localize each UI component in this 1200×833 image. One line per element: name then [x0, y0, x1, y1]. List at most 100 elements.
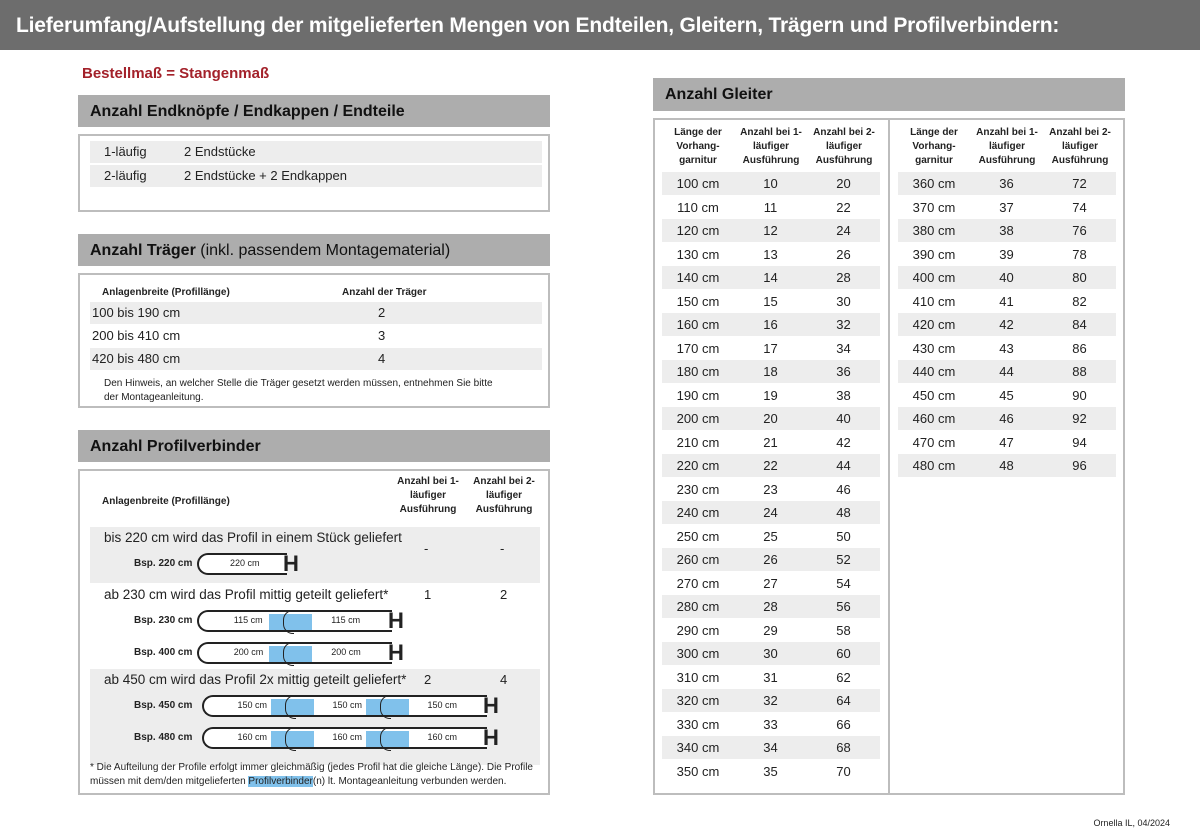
table-cell: 18: [763, 364, 778, 379]
table-row: 420 cm 42 84: [898, 313, 1116, 336]
table-cell: 30: [763, 646, 778, 661]
table-cell: 56: [836, 599, 851, 614]
table-cell: 310 cm: [676, 669, 720, 685]
table-row: 150 cm 15 30: [662, 290, 880, 313]
table-cell: 28: [763, 599, 778, 614]
segment-length: 160 cm: [427, 732, 458, 742]
col-header: Anlagenbreite (Profillänge): [102, 496, 230, 507]
table-cell: 220 cm: [676, 458, 720, 473]
profile-bar: 115 cm 115 cm H: [197, 608, 404, 634]
table-cell: 430 cm: [912, 340, 956, 356]
profilverbinder-box: Anlagenbreite (Profillänge) Anzahl bei 1…: [78, 469, 550, 795]
table-cell: 44: [836, 458, 851, 473]
table-cell: 25: [763, 528, 778, 544]
table-cell: 150 cm: [676, 293, 720, 309]
table-cell: 20: [836, 176, 851, 191]
table-cell: 40: [999, 270, 1014, 285]
col-header: Anlagenbreite (Profillänge): [102, 287, 230, 298]
table-row: 410 cm 41 82: [898, 290, 1116, 313]
table-cell: 450 cm: [912, 387, 956, 403]
row-value: 2 Endstücke + 2 Endkappen: [184, 168, 347, 183]
table-cell: 28: [836, 270, 851, 285]
table-cell: 94: [1072, 434, 1087, 450]
connector-icon: [271, 727, 314, 751]
page-title: Lieferumfang/Aufstellung der mitgeliefer…: [0, 0, 1200, 50]
table-cell: 45: [999, 387, 1014, 403]
table-cell: 26: [763, 552, 778, 567]
table-row: 120 cm 12 24: [662, 219, 880, 242]
segment-length: 150 cm: [237, 700, 268, 710]
order-note: Bestellmaß = Stangenmaß: [82, 65, 270, 82]
endteile-row: 1-läufig 2 Endstücke: [90, 141, 542, 163]
table-row: 480 cm 48 96: [898, 454, 1116, 477]
table-row: 460 cm 46 92: [898, 407, 1116, 430]
table-cell: 260 cm: [676, 552, 720, 567]
count-1-laeufig: -: [424, 541, 429, 556]
table-cell: 48: [999, 458, 1014, 473]
traeger-row: 420 bis 480 cm 4: [90, 348, 542, 370]
table-cell: 170 cm: [676, 340, 720, 356]
traeger-row: 200 bis 410 cm 3: [90, 325, 542, 347]
table-cell: 24: [836, 223, 851, 238]
table-cell: 460 cm: [912, 411, 956, 426]
table-cell: 240 cm: [676, 505, 720, 520]
col-header: Länge der Vorhang- garnitur: [674, 127, 722, 166]
table-row: 110 cm 11 22: [662, 196, 880, 219]
table-row: 250 cm 25 50: [662, 525, 880, 548]
table-cell: 270 cm: [676, 575, 720, 591]
group-text: ab 450 cm wird das Profil 2x mittig gete…: [104, 672, 407, 687]
example-label: Bsp. 400 cm: [134, 647, 193, 658]
table-row: 190 cm 19 38: [662, 384, 880, 407]
table-cell: 10: [763, 176, 778, 191]
col-header: Anzahl bei 1-läufiger Ausführung: [976, 127, 1038, 166]
table-row: 160 cm 16 32: [662, 313, 880, 336]
profil-group: ab 450 cm wird das Profil 2x mittig gete…: [90, 669, 540, 765]
end-cap-icon: H: [388, 608, 404, 633]
table-cell: 15: [763, 293, 778, 309]
table-cell: 68: [836, 740, 851, 755]
segment-length: 150 cm: [427, 700, 458, 710]
segment-length: 115 cm: [331, 615, 361, 625]
table-cell: 82: [1072, 293, 1087, 309]
col-header: Anzahl der Träger: [342, 287, 427, 298]
profile-bar: 220 cm H: [197, 551, 299, 576]
table-cell: 290 cm: [676, 622, 720, 638]
profile-bar: 160 cm 160 cm 160 cm H: [202, 725, 499, 751]
table-cell: 480 cm: [912, 458, 956, 473]
table-row: 260 cm 26 52: [662, 548, 880, 571]
profile-bar: 150 cm 150 cm 150 cm H: [202, 693, 499, 719]
col-header: Anzahl bei 2-läufiger Ausführung: [1049, 127, 1111, 166]
profil-group: bis 220 cm wird das Profil in einem Stüc…: [90, 527, 540, 583]
table-cell: 32: [763, 693, 778, 708]
connector-icon: [268, 610, 312, 634]
group-text: bis 220 cm wird das Profil in einem Stüc…: [104, 530, 402, 545]
table-cell: 20: [763, 411, 778, 426]
table-row: 380 cm 38 76: [898, 219, 1116, 242]
table-row: 390 cm 39 78: [898, 243, 1116, 266]
count-2-laeufig: 2: [500, 587, 508, 602]
profile-bar: 200 cm 200 cm H: [197, 640, 404, 666]
table-cell: 320 cm: [676, 693, 720, 708]
profilverbinder-heading: Anzahl Profilverbinder: [78, 430, 550, 462]
table-row: 200 cm 20 40: [662, 407, 880, 430]
table-cell: 29: [763, 622, 778, 638]
segment-length: 150 cm: [332, 700, 363, 710]
table-cell: 390 cm: [912, 246, 956, 262]
table-cell: 12: [763, 223, 778, 238]
segment-length: 200 cm: [233, 647, 264, 657]
table-row: 340 cm 34 68: [662, 736, 880, 759]
table-cell: 39: [999, 246, 1014, 262]
segment-length: 115 cm: [233, 615, 263, 625]
table-cell: 250 cm: [676, 528, 720, 544]
col-header: Länge der Vorhang- garnitur: [910, 127, 958, 166]
table-cell: 40: [836, 411, 851, 426]
table-row: 330 cm 33 66: [662, 713, 880, 736]
endteile-row: 2-läufig 2 Endstücke + 2 Endkappen: [90, 165, 542, 187]
table-cell: 41: [999, 293, 1014, 309]
connector-icon: [366, 695, 409, 719]
table-cell: 470 cm: [912, 434, 956, 450]
table-cell: 370 cm: [912, 199, 956, 215]
connector-icon: [366, 727, 409, 751]
col-header: Anzahl bei 2-läufiger Ausführung: [813, 127, 875, 166]
table-cell: 92: [1072, 411, 1087, 426]
